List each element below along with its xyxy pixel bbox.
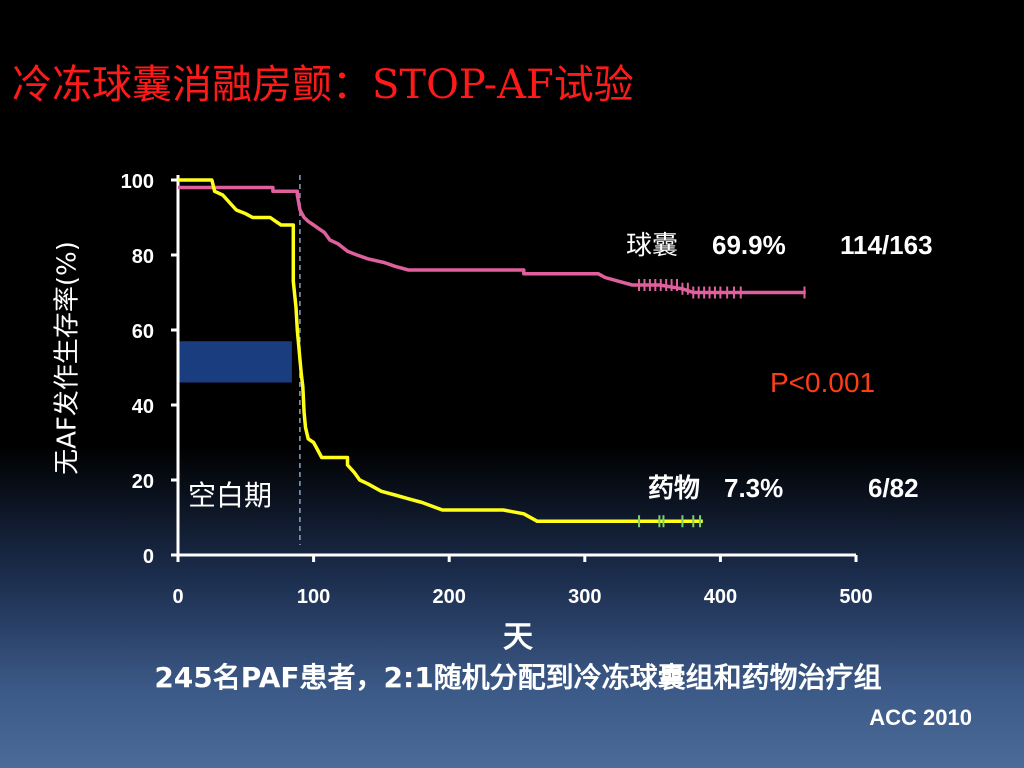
y-tick-label: 60 (132, 321, 154, 343)
x-tick-label: 100 (297, 586, 330, 608)
balloon-final-percent: 69.9% (712, 230, 786, 260)
x-tick-label: 300 (568, 586, 601, 608)
balloon-survival-line (178, 185, 806, 295)
y-tick-label: 100 (121, 171, 154, 193)
drug-count: 6/82 (868, 473, 919, 503)
footnote: 245名PAF患者，2:1随机分配到冷冻球囊组和药物治疗组 (154, 661, 882, 694)
x-tick-label: 200 (433, 586, 466, 608)
source-citation: ACC 2010 (869, 705, 972, 730)
chart-axes: 0 20 40 60 80 100 0 100 200 300 400 500 (121, 171, 873, 608)
y-tick-label: 0 (143, 546, 154, 568)
censor-marks (638, 279, 806, 528)
blanking-period-label: 空白期 (188, 479, 272, 512)
drug-final-percent: 7.3% (724, 473, 783, 503)
x-tick-label: 500 (839, 586, 872, 608)
balloon-series-name: 球囊 (626, 231, 678, 261)
y-tick-label: 40 (132, 396, 154, 418)
blanking-period-band (178, 341, 292, 383)
balloon-count: 114/163 (840, 230, 933, 260)
y-axis-label: 无AF发作生存率(%) (52, 241, 83, 475)
y-tick-label: 80 (132, 246, 154, 268)
x-tick-label: 400 (704, 586, 737, 608)
page-title: 冷冻球囊消融房颤：STOP-AF试验 (12, 62, 634, 108)
drug-survival-line (178, 178, 703, 524)
chart-curves (178, 178, 806, 524)
x-tick-label: 0 (172, 586, 183, 608)
p-value: P<0.001 (770, 367, 875, 398)
drug-series-name: 药物 (648, 473, 700, 503)
y-tick-label: 20 (132, 471, 154, 493)
x-axis-label: 天 (503, 620, 533, 655)
